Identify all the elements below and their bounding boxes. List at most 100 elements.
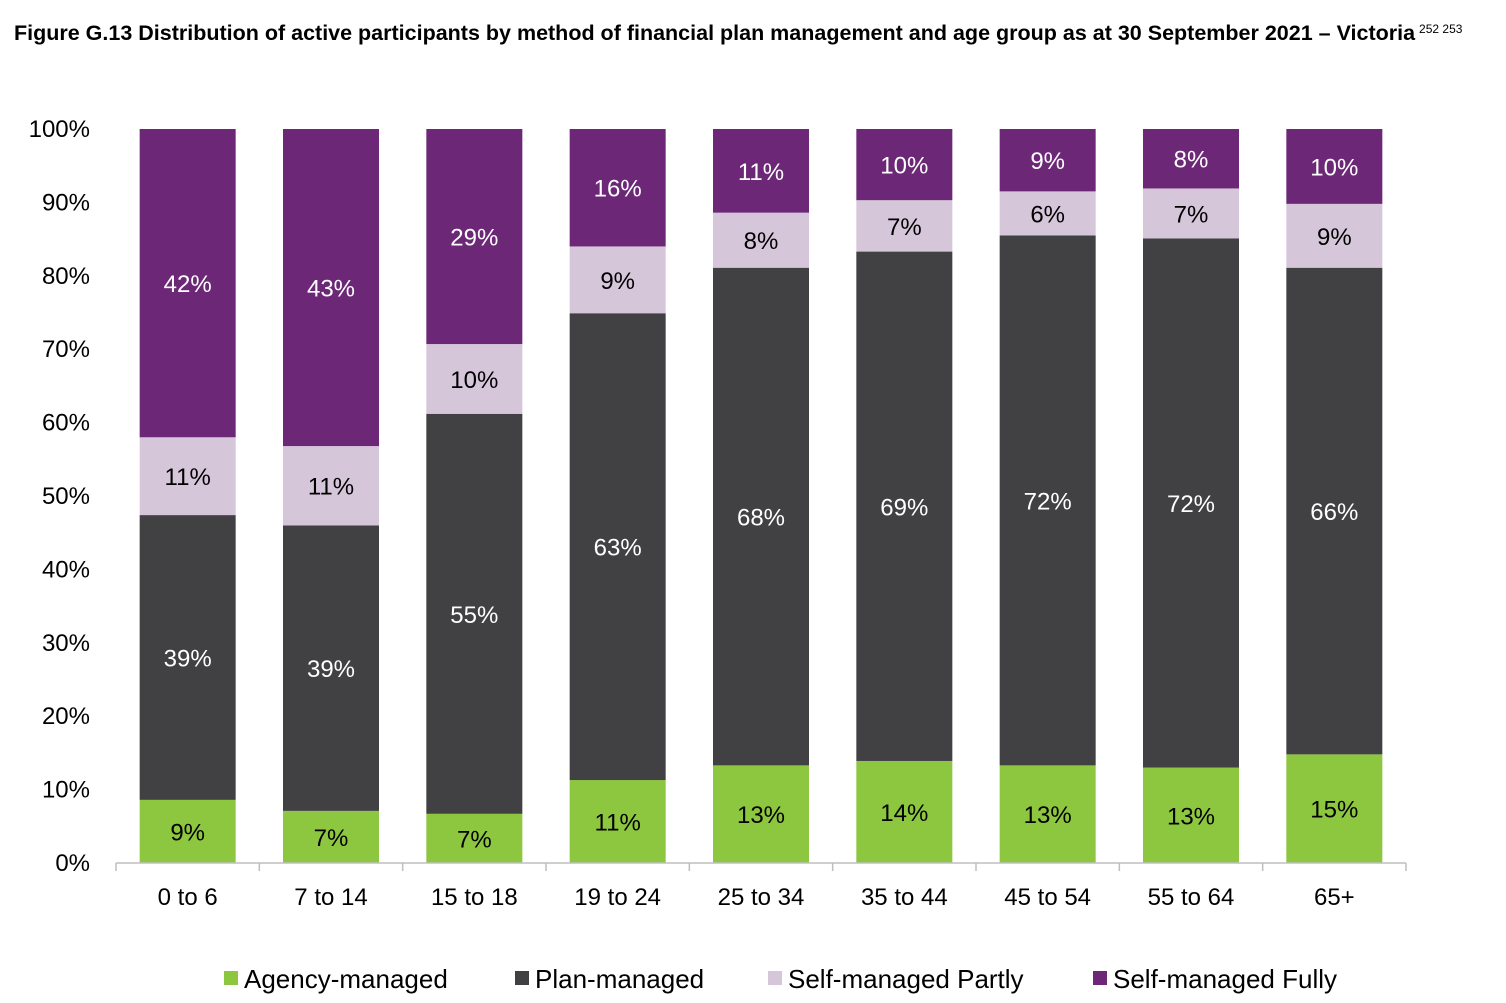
y-tick-label: 70% [42, 336, 90, 363]
bar-segment [426, 344, 523, 414]
bar-segment [283, 446, 379, 526]
bar-segment [139, 515, 236, 800]
data-label: 11% [738, 159, 784, 186]
data-label: 7% [457, 826, 492, 853]
data-label: 8% [1174, 147, 1209, 174]
data-label: 13% [1167, 803, 1215, 830]
data-label: 13% [737, 802, 785, 829]
legend-swatch [1093, 971, 1107, 985]
data-label: 43% [307, 276, 355, 303]
data-label: 10% [880, 153, 928, 180]
y-tick-label: 0% [55, 850, 90, 877]
data-label: 42% [164, 271, 212, 298]
y-tick-label: 80% [42, 263, 90, 290]
bar-segment [1286, 203, 1383, 268]
y-tick-label: 50% [42, 483, 90, 510]
bar-segment [139, 129, 236, 438]
title-footnotes: 252 253 [1419, 22, 1463, 36]
y-tick-label: 100% [29, 116, 90, 143]
bar-segment [1286, 129, 1383, 204]
data-label: 55% [450, 602, 498, 629]
data-label: 66% [1310, 499, 1358, 526]
bar-segment [283, 525, 379, 811]
bar-segment [856, 251, 953, 761]
y-tick-label: 20% [42, 703, 90, 730]
bar-segment [569, 129, 666, 247]
bar-segment [856, 760, 953, 863]
data-label: 10% [1310, 154, 1358, 181]
data-label: 10% [450, 367, 498, 394]
bar-segment [283, 129, 379, 447]
chart-title: Figure G.13 Distribution of active parti… [14, 18, 1499, 48]
bar-segment [139, 799, 236, 863]
bar-segment [283, 810, 379, 863]
bar-segment [569, 780, 666, 863]
data-label: 11% [165, 464, 211, 491]
data-label: 72% [1024, 488, 1072, 515]
data-label: 8% [744, 228, 779, 255]
data-label: 69% [880, 494, 928, 521]
chart-title-text: Figure G.13 Distribution of active parti… [14, 21, 1416, 45]
bar-segment [856, 129, 953, 201]
data-label: 63% [594, 535, 642, 562]
data-label: 7% [1174, 201, 1209, 228]
legend-swatch [224, 971, 238, 985]
data-label: 68% [737, 505, 785, 532]
data-label: 9% [170, 819, 205, 846]
legend-swatch [768, 971, 782, 985]
data-label: 39% [164, 645, 212, 672]
bar-segment [856, 200, 953, 252]
bar-segment [569, 313, 666, 781]
y-tick-label: 90% [42, 189, 90, 216]
bar-segment [569, 246, 666, 314]
data-label: 9% [1030, 148, 1065, 175]
legend: Agency-managed Plan-managed Self-managed P… [224, 964, 1337, 994]
bar-segment [1143, 238, 1239, 768]
bar-segment [426, 813, 523, 863]
bar-segment [1286, 754, 1383, 863]
bar-segment [139, 437, 236, 516]
x-tick-label: 65+ [1314, 884, 1355, 911]
x-tick-label: 15 to 18 [431, 884, 518, 911]
x-tick-label: 25 to 34 [718, 884, 805, 911]
bar-segment [999, 129, 1096, 192]
data-label: 14% [880, 800, 928, 827]
bar-segment [999, 191, 1096, 236]
bar-segment [713, 129, 809, 213]
bar-segment [1143, 129, 1239, 189]
legend-label: Self-managed Partly [788, 964, 1024, 994]
data-label: 16% [594, 176, 642, 203]
data-label: 7% [314, 825, 349, 852]
bar-segment [713, 267, 809, 766]
legend-label: Plan-managed [535, 964, 704, 994]
bar-segment [1286, 267, 1383, 755]
data-label: 72% [1167, 491, 1215, 518]
y-axis: 0% 10% 20% 30% 40% 50% 60% 70% 80% 90% 100% [29, 116, 90, 877]
bar-segment [713, 765, 809, 863]
bars: 9% 39% 11% 42% 7% 39% 11% 43% 7% 55% 10% 29% 11% 63% 9… [139, 129, 1383, 863]
data-label: 11% [308, 474, 354, 501]
x-tick-label: 0 to 6 [158, 884, 218, 911]
x-axis: 0 to 6 7 to 14 15 to 18 19 to 24 25 to 34 35 … [115, 862, 1407, 911]
y-tick-label: 60% [42, 410, 90, 437]
bar-segment [999, 235, 1096, 766]
legend-swatch [515, 971, 529, 985]
x-tick-label: 19 to 24 [574, 884, 661, 911]
legend-label: Self-managed Fully [1113, 964, 1337, 994]
data-label: 15% [1310, 797, 1358, 824]
bar-segment [426, 413, 523, 814]
bar-segment [1143, 767, 1239, 863]
data-label: 9% [600, 268, 635, 295]
data-label: 13% [1024, 802, 1072, 829]
legend-label: Agency-managed [244, 964, 448, 994]
y-tick-label: 40% [42, 556, 90, 583]
y-tick-label: 30% [42, 630, 90, 657]
data-label: 39% [307, 656, 355, 683]
data-label: 6% [1030, 201, 1065, 228]
data-label: 29% [450, 225, 498, 252]
bar-segment [1143, 188, 1239, 239]
data-label: 9% [1317, 224, 1352, 251]
data-label: 11% [595, 810, 641, 837]
x-tick-label: 35 to 44 [861, 884, 948, 911]
